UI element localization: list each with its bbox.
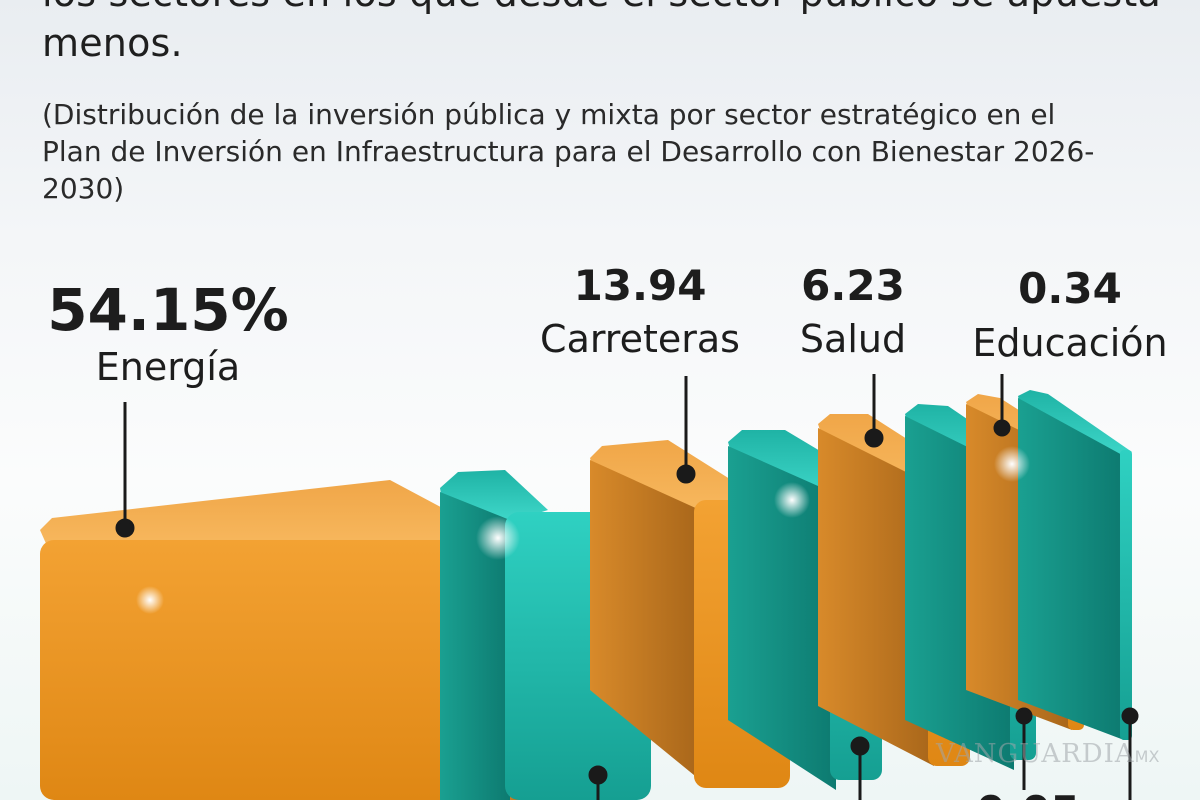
leader-educacion-dot: [993, 419, 1011, 437]
bar-teal-7-top: [1018, 390, 1132, 460]
watermark-text: VANGUARDIA: [936, 739, 1135, 769]
leaders: [115, 374, 1139, 800]
bar-teal-7-side: [1018, 398, 1124, 740]
sparkle-2: [774, 482, 810, 518]
category-label-salud: Salud: [800, 317, 906, 361]
bar-teal-7: [1018, 390, 1132, 740]
value-label-educacion: 0.34: [1018, 264, 1122, 313]
bar-energia-top: [40, 480, 495, 548]
bar-carreteras-side: [590, 460, 700, 780]
value-label-carreteras: 13.94: [574, 261, 707, 310]
value-label-salud: 6.23: [801, 261, 905, 310]
leader-carreteras-dot: [676, 464, 696, 484]
category-label-energia: Energía: [96, 345, 240, 389]
value-label-energia: 54.15%: [47, 276, 289, 344]
leader-salud-dot: [864, 428, 884, 448]
sparkle-3: [994, 446, 1030, 482]
leader-energia-dot: [115, 518, 135, 538]
bar-teal-1-top: [440, 470, 548, 522]
bar-teal-1-side: [440, 492, 510, 800]
category-label-educacion: Educación: [972, 321, 1167, 365]
watermark-logo: VANGUARDIAMX: [936, 739, 1159, 769]
watermark-suffix: MX: [1134, 747, 1160, 766]
sparkle-4: [136, 586, 164, 614]
sparkle-1: [476, 516, 520, 560]
partial-bottom-label: 0.05: [976, 787, 1080, 800]
bar-teal-3-side: [728, 446, 836, 790]
bar-energia-front: [40, 540, 498, 800]
bar-teal-7-front: [1120, 450, 1132, 740]
category-label-carreteras: Carreteras: [540, 317, 740, 361]
chart-subtitle: (Distribución de la inversión pública y …: [42, 98, 1095, 205]
labels: 54.15% Energía 13.94 Carreteras 6.23 Sal…: [47, 261, 1167, 800]
bar-carreteras-top: [590, 440, 760, 512]
